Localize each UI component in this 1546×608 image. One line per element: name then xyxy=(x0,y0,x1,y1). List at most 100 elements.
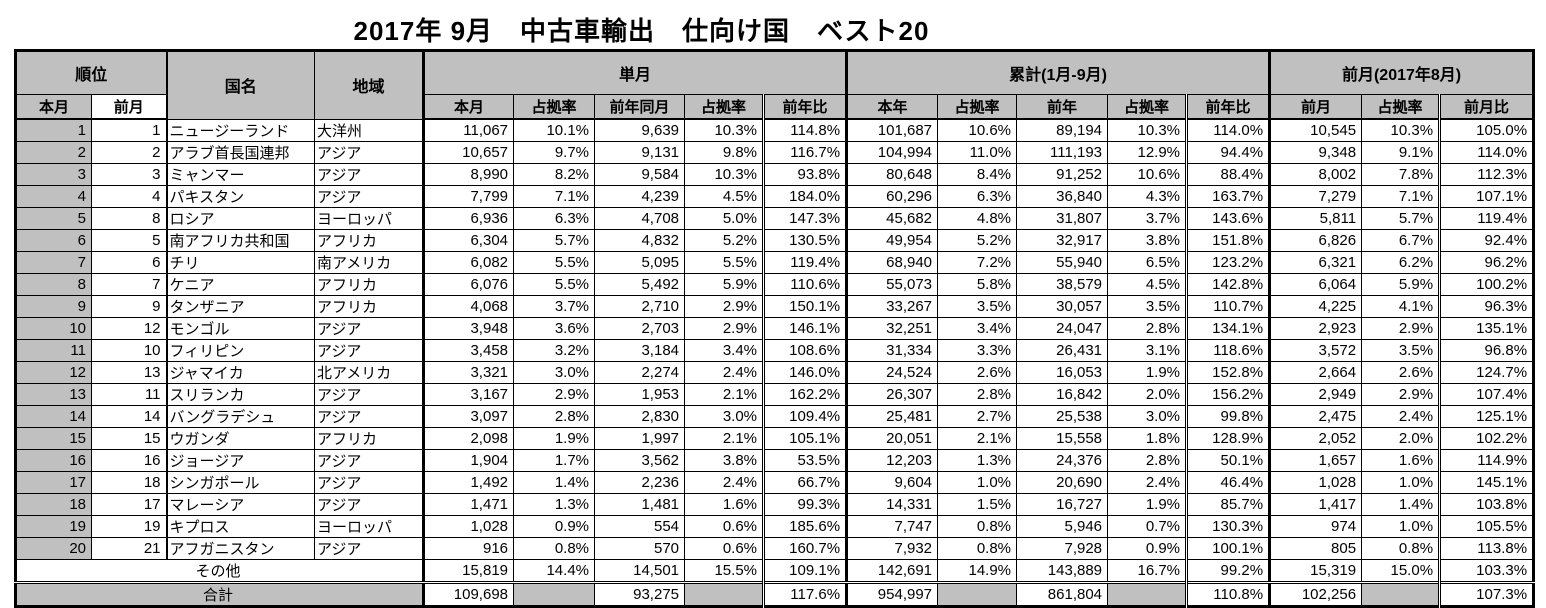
header-cumulative-share2: 占拠率 xyxy=(1107,94,1188,120)
prevmonth-col-0: 6,826 xyxy=(1268,228,1363,252)
cumulative-col-2: 36,840 xyxy=(1016,184,1109,208)
prevmonth-col-2: 100.2% xyxy=(1438,272,1535,296)
cumulative-col-3: 4.5% xyxy=(1107,272,1188,296)
rank-this-month: 13 xyxy=(15,382,92,406)
cumulative-col-2: 32,917 xyxy=(1016,228,1109,252)
cumulative-col-2: 16,053 xyxy=(1016,360,1109,384)
prevmonth-col-1: 9.1% xyxy=(1361,140,1441,164)
cumulative-col-4: 163.7% xyxy=(1185,184,1271,208)
cumulative-col-0: 33,267 xyxy=(845,294,939,318)
country-name: キプロス xyxy=(165,514,316,538)
header-monthly-share1: 占拠率 xyxy=(513,94,596,120)
header-rank-prev-month: 前月 xyxy=(90,94,168,120)
rank-prev-month: 5 xyxy=(90,228,168,252)
header-rank-this-month: 本月 xyxy=(15,94,92,120)
others-cumulative-col-1: 14.9% xyxy=(937,558,1018,583)
rank-prev-month: 8 xyxy=(90,206,168,230)
cumulative-col-3: 1.9% xyxy=(1107,492,1188,516)
monthly-col-1: 3.2% xyxy=(513,338,596,362)
cumulative-col-3: 3.0% xyxy=(1107,404,1188,428)
monthly-col-3: 5.2% xyxy=(684,228,765,252)
cumulative-col-0: 55,073 xyxy=(845,272,939,296)
prevmonth-col-2: 119.4% xyxy=(1438,206,1535,230)
monthly-col-4: 150.1% xyxy=(762,294,848,318)
rank-this-month: 17 xyxy=(15,470,92,494)
cumulative-col-4: 151.8% xyxy=(1185,228,1271,252)
cumulative-col-2: 55,940 xyxy=(1016,250,1109,274)
others-cumulative-col-3: 16.7% xyxy=(1107,558,1188,583)
country-name: 南アフリカ共和国 xyxy=(165,228,316,252)
cumulative-col-0: 7,747 xyxy=(845,514,939,538)
rank-this-month: 5 xyxy=(15,206,92,230)
monthly-col-4: 99.3% xyxy=(762,492,848,516)
cumulative-col-0: 49,954 xyxy=(845,228,939,252)
country-name: アラブ首長国連邦 xyxy=(165,140,316,164)
cumulative-col-3: 2.4% xyxy=(1107,470,1188,494)
cumulative-col-0: 68,940 xyxy=(845,250,939,274)
header-group-prevmonth: 前月(2017年8月) xyxy=(1268,50,1535,95)
cumulative-col-1: 0.8% xyxy=(937,514,1018,538)
rank-this-month: 10 xyxy=(15,316,92,340)
rank-this-month: 2 xyxy=(15,140,92,164)
monthly-col-1: 3.7% xyxy=(513,294,596,318)
monthly-col-2: 2,236 xyxy=(594,470,686,494)
others-monthly-col-2: 14,501 xyxy=(594,558,686,583)
prevmonth-col-1: 6.2% xyxy=(1361,250,1441,274)
table-row: 12 13 ジャマイカ 北アメリカ 3,321 3.0% 2,274 2.4% 146.0% 24… xyxy=(15,360,1535,384)
cumulative-col-2: 16,727 xyxy=(1016,492,1109,516)
country-name: ニュージーランド xyxy=(165,118,316,142)
others-row: その他 15,819 14.4% 14,501 15.5% 109.1% 142,691 14… xyxy=(14,558,1535,583)
table-row: 5 8 ロシア ヨーロッパ 6,936 6.3% 4,708 5.0% 147.3% 45,682… xyxy=(15,206,1535,230)
header-monthly-share2: 占拠率 xyxy=(684,94,765,120)
prevmonth-col-0: 4,225 xyxy=(1268,294,1363,318)
monthly-col-1: 0.9% xyxy=(513,514,596,538)
monthly-col-0: 10,657 xyxy=(422,140,515,164)
cumulative-col-3: 3.1% xyxy=(1107,338,1188,362)
cumulative-col-2: 7,928 xyxy=(1016,536,1109,560)
cumulative-col-3: 3.7% xyxy=(1107,206,1188,230)
prevmonth-col-0: 6,321 xyxy=(1268,250,1363,274)
table-row: 13 11 スリランカ アジア 3,167 2.9% 1,953 2.1% 162.2% 26,3… xyxy=(15,382,1535,406)
cumulative-col-1: 2.1% xyxy=(937,426,1018,450)
rank-prev-month: 2 xyxy=(90,140,168,164)
rank-prev-month: 14 xyxy=(90,404,168,428)
header-monthly-prev-year: 前年同月 xyxy=(594,94,686,120)
cumulative-col-3: 12.9% xyxy=(1107,140,1188,164)
table-row: 3 3 ミャンマー アジア 8,990 8.2% 9,584 10.3% 93.8% 80,648… xyxy=(15,162,1535,186)
cumulative-col-4: 110.7% xyxy=(1185,294,1271,318)
prevmonth-col-2: 112.3% xyxy=(1438,162,1535,186)
prevmonth-col-0: 1,028 xyxy=(1268,470,1363,494)
monthly-col-4: 110.6% xyxy=(762,272,848,296)
country-name: ミャンマー xyxy=(165,162,316,186)
prevmonth-col-2: 114.0% xyxy=(1438,140,1535,164)
monthly-col-0: 6,304 xyxy=(422,228,515,252)
region-name: 南アメリカ xyxy=(314,250,425,274)
monthly-col-2: 4,239 xyxy=(594,184,686,208)
prevmonth-col-0: 2,923 xyxy=(1268,316,1363,340)
cumulative-col-3: 2.8% xyxy=(1107,448,1188,472)
cumulative-col-4: 123.2% xyxy=(1185,250,1271,274)
prevmonth-col-2: 96.2% xyxy=(1438,250,1535,274)
rank-prev-month: 10 xyxy=(90,338,168,362)
prevmonth-col-1: 1.6% xyxy=(1361,448,1441,472)
monthly-col-3: 2.9% xyxy=(684,316,765,340)
prevmonth-col-2: 145.1% xyxy=(1438,470,1535,494)
rank-this-month: 11 xyxy=(15,338,92,362)
region-name: アジア xyxy=(314,404,425,428)
prevmonth-col-2: 103.8% xyxy=(1438,492,1535,516)
monthly-col-0: 1,028 xyxy=(422,514,515,538)
total-monthly-col-3 xyxy=(684,580,765,607)
monthly-col-1: 5.5% xyxy=(513,250,596,274)
monthly-col-3: 2.1% xyxy=(684,426,765,450)
prevmonth-col-0: 2,475 xyxy=(1268,404,1363,428)
region-name: アジア xyxy=(314,536,425,560)
header-cumulative-yoy: 前年比 xyxy=(1185,94,1271,120)
rank-prev-month: 4 xyxy=(90,184,168,208)
cumulative-col-1: 6.3% xyxy=(937,184,1018,208)
country-name: ケニア xyxy=(165,272,316,296)
total-monthly-col-2: 93,275 xyxy=(594,580,686,607)
prevmonth-col-0: 974 xyxy=(1268,514,1363,538)
prevmonth-col-0: 3,572 xyxy=(1268,338,1363,362)
monthly-col-0: 3,321 xyxy=(422,360,515,384)
header-region: 地域 xyxy=(314,50,425,120)
